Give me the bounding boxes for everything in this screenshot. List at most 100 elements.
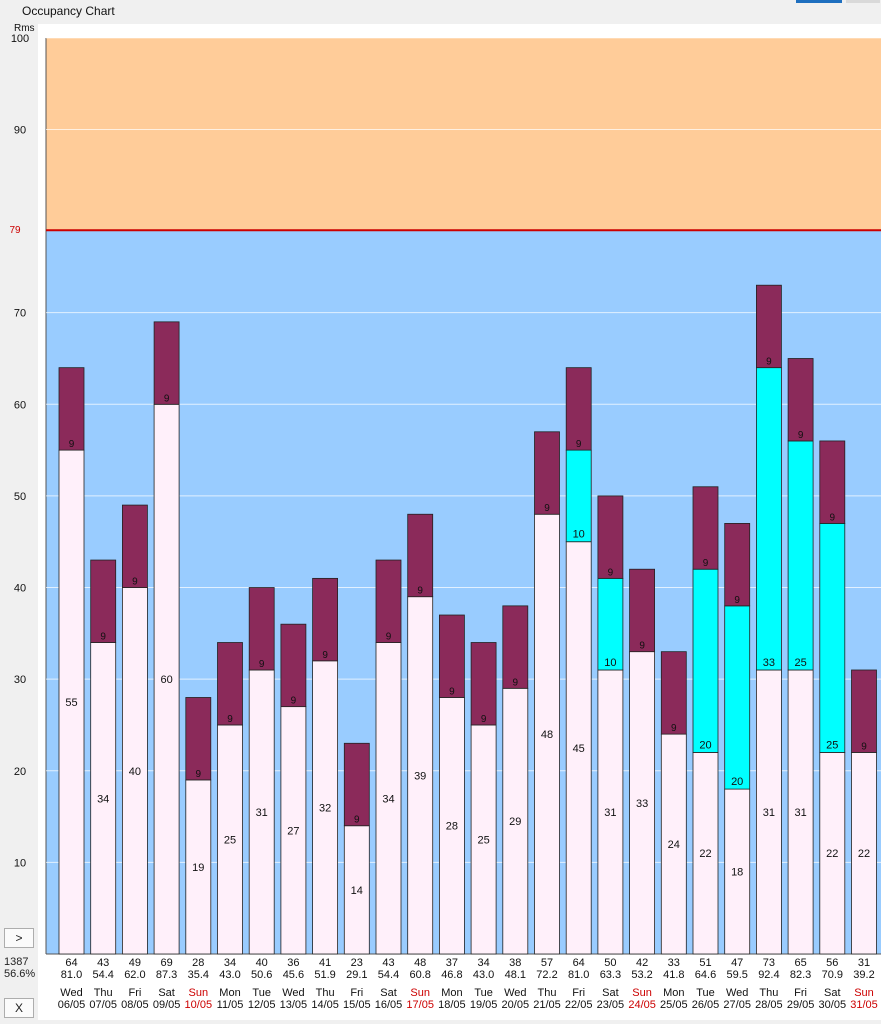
x-label-percent: 62.0 <box>124 969 145 981</box>
x-label-day: Tue <box>474 987 493 999</box>
x-label-total: 28 <box>192 957 204 969</box>
x-label-date: 12/05 <box>248 999 276 1011</box>
bar-top-value: 9 <box>766 357 772 368</box>
bar-top-value: 9 <box>259 659 265 670</box>
bar-base-segment <box>407 596 434 955</box>
bar-top-segment <box>217 642 243 726</box>
x-label-date: 21/05 <box>533 999 561 1011</box>
bar-top-segment <box>343 742 370 827</box>
x-label-date: 28/05 <box>755 999 783 1011</box>
x-label-date: 07/05 <box>89 999 117 1011</box>
x-label-date: 25/05 <box>660 999 688 1011</box>
bar-secondary-segment <box>787 440 814 671</box>
x-label-percent: 53.2 <box>631 969 652 981</box>
bar-base-segment <box>470 724 497 955</box>
bar-top-segment <box>248 587 275 671</box>
x-label-percent: 29.1 <box>346 969 367 981</box>
x-label-total: 33 <box>668 957 680 969</box>
x-label-date: 09/05 <box>153 999 181 1011</box>
x-label-percent: 50.6 <box>251 969 272 981</box>
x-label-percent: 51.9 <box>314 969 335 981</box>
bar-top-segment <box>502 605 529 689</box>
y-tick-label: 30 <box>14 674 26 686</box>
x-label-total: 64 <box>65 957 77 969</box>
bar-base-segment <box>375 642 402 955</box>
x-label-percent: 81.0 <box>61 969 82 981</box>
x-label-total: 49 <box>129 957 141 969</box>
x-label-date: 26/05 <box>692 999 720 1011</box>
x-label-percent: 43.0 <box>473 969 494 981</box>
bar-top-value: 9 <box>544 503 550 514</box>
x-label-percent: 87.3 <box>156 969 177 981</box>
bar-top-value: 9 <box>576 439 582 450</box>
bar-base-value: 45 <box>573 743 585 755</box>
x-label-percent: 39.2 <box>853 969 874 981</box>
x-label-date: 29/05 <box>787 999 815 1011</box>
top-tab[interactable] <box>846 0 880 3</box>
x-label-day: Sat <box>380 987 397 999</box>
x-label-day: Sat <box>602 987 619 999</box>
x-label-day: Thu <box>538 987 557 999</box>
x-label-date: 22/05 <box>565 999 593 1011</box>
x-label-percent: 35.4 <box>188 969 209 981</box>
x-label-total: 47 <box>731 957 743 969</box>
bar-base-value: 31 <box>763 807 775 819</box>
x-label-total: 23 <box>351 957 363 969</box>
x-label-total: 31 <box>858 957 870 969</box>
bar-secondary-value: 20 <box>731 776 743 788</box>
x-label-percent: 72.2 <box>536 969 557 981</box>
bar-top-segment <box>122 504 148 588</box>
bar-top-value: 9 <box>164 393 170 404</box>
x-label-date: 24/05 <box>628 999 656 1011</box>
x-label-total: 56 <box>826 957 838 969</box>
bar-base-segment <box>122 587 148 955</box>
x-label-day: Wed <box>504 987 526 999</box>
x-label-date: 20/05 <box>502 999 530 1011</box>
window-title: Occupancy Chart <box>22 4 115 18</box>
x-label-percent: 63.3 <box>600 969 621 981</box>
expand-button[interactable]: > <box>4 928 34 948</box>
bar-base-value: 22 <box>699 848 711 860</box>
bar-base-segment <box>153 403 180 955</box>
bar-secondary-segment <box>724 605 751 790</box>
top-tab-active[interactable] <box>796 0 842 3</box>
bar-top-value: 9 <box>513 677 519 688</box>
bar-base-value: 29 <box>509 816 521 828</box>
x-label-percent: 43.0 <box>219 969 240 981</box>
bar-top-segment <box>534 431 560 515</box>
x-label-percent: 54.4 <box>92 969 113 981</box>
bar-base-value: 34 <box>382 793 394 805</box>
y-axis-unit: Rms <box>14 23 35 34</box>
y-tick-label: 20 <box>14 766 26 778</box>
totals-summary: 1387 56.6% <box>4 956 35 980</box>
y-tick-label: 70 <box>14 308 26 320</box>
y-tick-label: 10 <box>14 857 26 869</box>
bar-top-value: 9 <box>196 769 202 780</box>
x-label-day: Sat <box>824 987 841 999</box>
x-label-percent: 60.8 <box>409 969 430 981</box>
bar-top-segment <box>58 367 85 451</box>
x-label-total: 38 <box>509 957 521 969</box>
bar-secondary-value: 10 <box>573 529 585 541</box>
bar-base-value: 48 <box>541 729 553 741</box>
capacity-label: 79 <box>9 225 21 236</box>
bar-top-segment <box>629 568 655 653</box>
over-capacity-band <box>46 38 881 231</box>
bar-top-value: 9 <box>354 815 360 826</box>
bar-top-value: 9 <box>608 567 614 578</box>
bar-base-value: 31 <box>794 807 806 819</box>
close-button[interactable]: X <box>4 998 34 1018</box>
bar-base-value: 33 <box>636 798 648 810</box>
bar-secondary-value: 10 <box>604 657 616 669</box>
x-label-total: 37 <box>446 957 458 969</box>
bar-base-segment <box>756 669 782 955</box>
x-label-day: Tue <box>252 987 271 999</box>
bar-base-segment <box>534 513 560 955</box>
x-label-date: 13/05 <box>280 999 308 1011</box>
bar-top-segment <box>660 651 687 735</box>
x-label-date: 16/05 <box>375 999 403 1011</box>
x-label-total: 73 <box>763 957 775 969</box>
x-label-day: Sun <box>854 987 874 999</box>
x-label-date: 17/05 <box>406 999 434 1011</box>
